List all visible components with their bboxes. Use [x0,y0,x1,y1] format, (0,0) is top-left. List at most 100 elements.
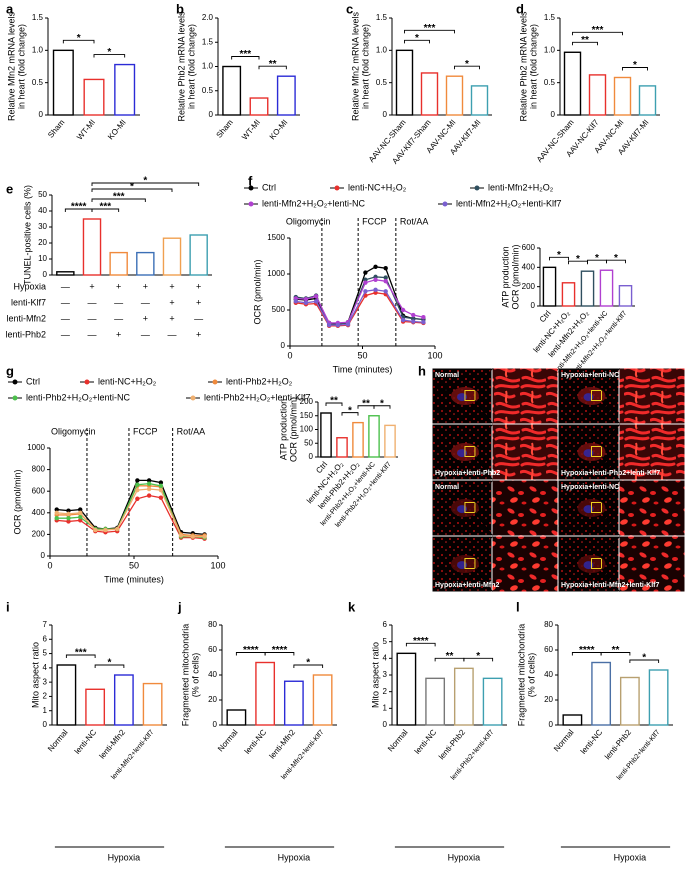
zoom-image [619,536,685,592]
y-tick-label: 0 [549,720,554,729]
panel-letter: i [6,599,10,614]
data-point [411,319,416,324]
zoom-image [492,480,558,536]
x-axis-label: Time (minutes) [104,574,164,584]
zoom-box [464,558,476,569]
significance-label: * [380,398,384,409]
y-tick-label: 60 [208,645,217,654]
data-point [293,299,298,304]
significance-label: ** [581,35,589,46]
significance-label: **** [579,645,595,656]
condition-mark: — [61,329,70,339]
data-point [383,266,388,271]
significance-label: ** [612,645,620,656]
y-tick-label: 20 [544,695,553,704]
y-tick-label: 0 [39,110,44,119]
zoom-box [591,390,602,401]
data-point [93,527,98,533]
image-label: Hypoxia+lenti-NC [561,484,619,491]
y-tick-label: 400 [32,508,46,517]
x-tick-label: lenti-NC [73,728,99,756]
significance-label: * [465,59,469,70]
x-tick-label: Normal [46,728,70,754]
data-point [363,280,368,285]
y-axis-label: OCR (pmol/min) [288,397,298,462]
significance-label: * [576,254,580,265]
y-tick-label: 7 [43,620,48,629]
series-line [56,479,205,536]
data-point [78,514,83,520]
bar [618,285,633,307]
panel-letter: g [6,363,14,378]
data-point [115,526,120,532]
zoom-image [492,536,558,592]
data-point [103,527,108,533]
zoom-line [474,568,493,592]
y-tick-label: 1.5 [376,13,388,22]
y-tick-label: 0 [41,551,46,560]
zoom-image [619,480,685,536]
x-tick-label: WT-MI [240,118,262,142]
zoom-image [492,424,558,480]
significance-bracket [325,402,343,406]
bar [563,51,582,116]
y-axis-label: in heart (fold change) [360,24,370,109]
bar [580,270,595,307]
y-axis-label: Fragmented mitochondria [516,624,526,727]
y-tick-label: 0.5 [544,78,556,87]
legend-label: lenti-Mfn2+H₂O₂+lenti-Klf7 [456,198,562,208]
data-point [190,534,195,539]
bar [56,664,77,726]
x-tick-label: 100 [210,560,225,570]
condition-mark: + [169,281,174,291]
y-tick-label: 1500 [267,233,285,242]
condition-mark: — [168,329,177,339]
x-tick-label: WT-MI [75,118,97,142]
y-tick-label: 80 [208,620,217,629]
y-tick-label: 50 [304,438,313,447]
nucleus [457,393,467,402]
zoom-line [601,568,620,592]
condition-label: lenti-Phb2 [5,329,46,339]
significance-bracket [622,67,648,71]
bar [482,677,503,726]
data-point [335,322,341,328]
legend-marker [84,379,90,385]
panel-letter: f [248,173,253,188]
legend-label: Ctrl [26,376,40,386]
bar [136,251,155,276]
y-axis-label: TUNEL-positive cells (%) [22,185,32,285]
nucleus [457,449,467,458]
y-axis-label: Fragmented mitochondria [180,624,190,727]
y-tick-label: 500 [272,305,286,314]
y-tick-label: 400 [522,262,536,271]
y-tick-label: 100 [300,425,314,434]
legend-marker [248,185,254,191]
significance-label: * [642,653,646,664]
bar [142,682,163,726]
group-label: Hypoxia [448,852,481,862]
legend-marker [190,395,196,401]
injection-label: FCCP [133,426,158,436]
panel-letter: e [6,181,13,196]
injection-label: FCCP [362,216,387,226]
condition-mark: — [61,297,70,307]
y-tick-label: 0 [383,720,388,729]
significance-bracket [65,654,96,658]
significance-label: * [130,182,134,193]
zoom-image [619,424,685,480]
significance-bracket [629,659,660,663]
y-tick-label: 1.5 [544,13,556,22]
significance-label: *** [424,23,436,34]
x-tick-label: lenti-NC [579,728,605,756]
condition-mark: — [88,329,97,339]
legend-label: lenti-Mfn2+H₂O₂+lenti-NC [262,198,366,208]
legend-label: lenti-NC+H₂O₂ [348,182,407,192]
data-point [303,297,309,302]
y-tick-label: 200 [300,397,314,406]
data-point [135,482,140,487]
bar [226,709,247,726]
zoom-line [601,424,620,447]
